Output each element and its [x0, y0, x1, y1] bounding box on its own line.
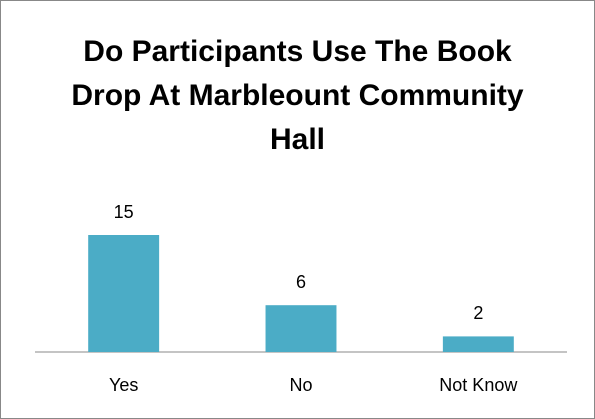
data-label: 15 — [114, 202, 134, 222]
x-tick-label: No — [289, 375, 312, 395]
chart-title: Do Participants Use The Book Drop At Mar… — [71, 35, 524, 156]
data-label: 6 — [296, 272, 306, 292]
x-tick-label: Yes — [109, 375, 138, 395]
bar — [265, 305, 337, 352]
data-label: 2 — [473, 303, 483, 323]
bar — [442, 336, 514, 352]
x-tick-label: Not Know — [439, 375, 518, 395]
bar — [88, 235, 160, 352]
